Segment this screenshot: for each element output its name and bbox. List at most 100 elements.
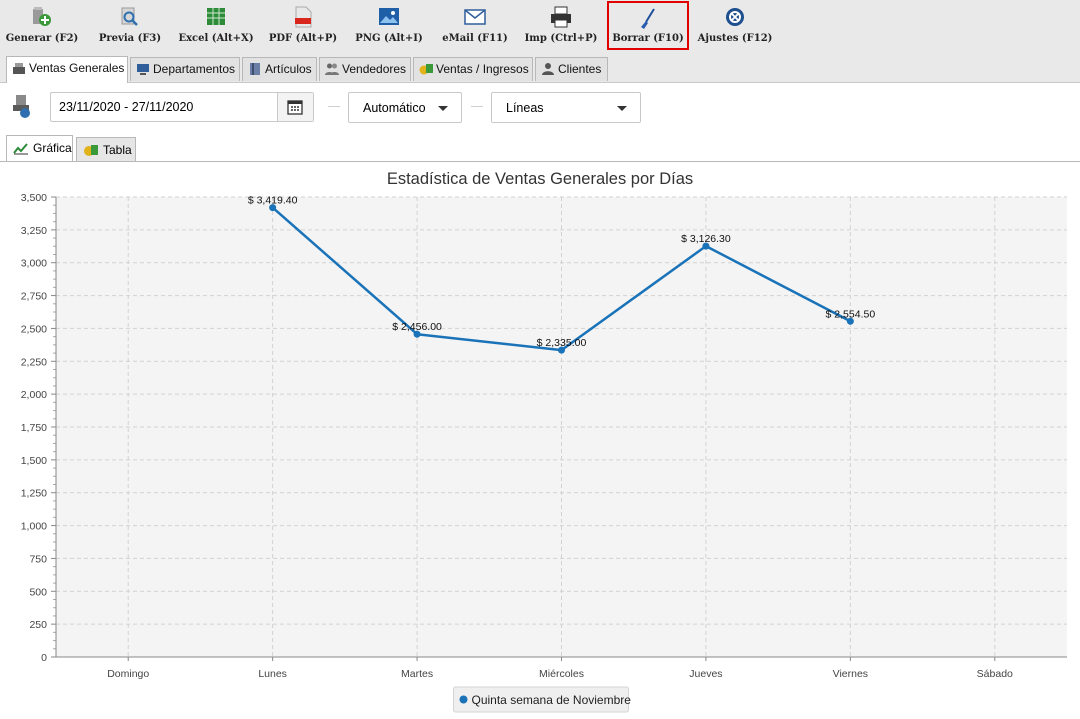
pdf-label: PDF (Alt+P) — [268, 33, 338, 44]
monitor-icon — [137, 64, 149, 75]
y-tick-label: 1,000 — [21, 521, 47, 533]
data-point — [558, 346, 565, 354]
email-button[interactable]: eMail (F11) — [437, 0, 513, 50]
table-icon — [84, 145, 98, 156]
data-label: $ 3,419.40 — [248, 195, 298, 207]
cash-register-icon — [13, 63, 25, 74]
mode-select[interactable]: Automático — [348, 92, 462, 123]
date-range-value: 23/11/2020 - 27/11/2020 — [59, 100, 194, 114]
y-tick-label: 3,500 — [21, 192, 47, 204]
date-range-field[interactable]: 23/11/2020 - 27/11/2020 — [50, 92, 314, 122]
person-icon — [542, 63, 554, 75]
tab-vendedores[interactable]: Vendedores — [319, 57, 411, 81]
previa-label: Previa (F3) — [98, 33, 162, 44]
book-icon — [250, 63, 260, 75]
y-tick-label: 1,750 — [21, 422, 47, 434]
y-tick-label: 2,250 — [21, 356, 47, 368]
money-icon — [419, 64, 433, 75]
calendar-button[interactable] — [277, 93, 313, 121]
y-tick-label: 1,500 — [21, 455, 47, 467]
data-point — [413, 330, 421, 338]
legend-label: Quinta semana de Noviembre — [472, 693, 632, 707]
x-tick-label: Martes — [401, 668, 433, 680]
x-tick-label: Jueves — [689, 668, 722, 680]
gear-icon — [726, 8, 744, 26]
tab-label: Ventas / Ingresos — [436, 62, 529, 76]
sales-chart: Estadística de Ventas Generales por Días… — [0, 162, 1080, 718]
x-tick-label: Domingo — [107, 668, 149, 680]
tab-label: Ventas Generales — [29, 61, 125, 75]
email-label: eMail (F11) — [442, 33, 508, 44]
tab-clientes[interactable]: Clientes — [535, 57, 608, 81]
tab-departamentos[interactable]: Departamentos — [130, 57, 240, 81]
x-tick-label: Viernes — [833, 668, 868, 680]
subtab-label: Tabla — [103, 143, 132, 157]
content-divider — [0, 161, 1080, 162]
chevron-down-icon — [438, 106, 448, 111]
tab-grafica[interactable]: Gráfica — [6, 135, 73, 162]
y-tick-label: 0 — [41, 652, 47, 664]
imp-label: Imp (Ctrl+P) — [524, 33, 598, 44]
x-tick-label: Lunes — [258, 668, 287, 680]
image-icon — [379, 8, 399, 25]
chart-style-value: Líneas — [506, 101, 544, 115]
preview-icon — [121, 7, 138, 26]
y-tick-label: 3,000 — [21, 258, 47, 270]
data-label: $ 2,335.00 — [537, 337, 587, 349]
imp-button[interactable]: Imp (Ctrl+P) — [523, 0, 599, 50]
calendar-icon — [287, 100, 303, 115]
generar-button[interactable]: Generar (F2) — [4, 0, 80, 50]
y-tick-label: 3,250 — [21, 225, 47, 237]
tab-label: Vendedores — [342, 62, 407, 76]
toolbar: Generar (F2) Previa (F3) Excel (Alt+X) P… — [0, 0, 1080, 53]
tab-tabla[interactable]: Tabla — [76, 137, 136, 161]
mode-value: Automático — [363, 101, 426, 115]
tab-ventas-ingresos[interactable]: Ventas / Ingresos — [413, 57, 533, 81]
generate-icon — [33, 7, 51, 26]
data-label: $ 3,126.30 — [681, 233, 731, 245]
data-point — [269, 204, 277, 212]
data-label: $ 2,554.50 — [826, 308, 876, 320]
x-tick-label: Miércoles — [539, 668, 584, 680]
png-label: PNG (Alt+I) — [355, 33, 423, 44]
separator — [471, 106, 483, 107]
legend-marker — [459, 695, 468, 704]
pdf-button[interactable]: PDF (Alt+P) — [265, 0, 341, 50]
tab-ventas-generales[interactable]: Ventas Generales — [6, 56, 128, 83]
tab-label: Clientes — [558, 62, 602, 76]
data-label: $ 2,456.00 — [392, 321, 442, 333]
excel-icon — [207, 8, 225, 25]
tab-label: Departamentos — [153, 62, 236, 76]
y-tick-label: 2,000 — [21, 389, 47, 401]
tab-label: Artículos — [265, 62, 312, 76]
people-icon — [325, 63, 339, 75]
chevron-down-icon — [617, 106, 627, 111]
png-button[interactable]: PNG (Alt+I) — [351, 0, 427, 50]
chart-style-select[interactable]: Líneas — [491, 92, 641, 123]
chart-title: Estadística de Ventas Generales por Días — [387, 170, 693, 188]
y-tick-label: 1,250 — [21, 488, 47, 500]
generar-label: Generar (F2) — [5, 33, 79, 44]
plot-area: 0 250 500 750 1,000 1,250 1,500 1,750 2,000 2,250… — [21, 192, 1067, 680]
y-tick-label: 250 — [29, 619, 47, 631]
pdf-icon — [295, 6, 312, 28]
separator — [328, 106, 340, 107]
x-tick-label: Sábado — [977, 668, 1013, 680]
ajustes-label: Ajustes (F12) — [697, 33, 773, 44]
legend-box — [453, 686, 629, 713]
report-filter-icon — [13, 95, 30, 118]
ajustes-button[interactable]: Ajustes (F12) — [696, 0, 774, 50]
previa-button[interactable]: Previa (F3) — [92, 0, 168, 50]
data-point — [846, 317, 854, 325]
printer-icon — [551, 6, 571, 28]
borrar-button[interactable]: Borrar (F10) — [607, 1, 689, 50]
line-chart-icon — [13, 143, 28, 155]
subtab-label: Gráfica — [33, 141, 72, 155]
tab-articulos[interactable]: Artículos — [242, 57, 317, 81]
excel-button[interactable]: Excel (Alt+X) — [178, 0, 254, 50]
data-point — [702, 242, 710, 250]
y-tick-label: 500 — [29, 586, 47, 598]
y-tick-label: 750 — [29, 553, 47, 565]
envelope-icon — [464, 9, 486, 25]
y-tick-label: 2,500 — [21, 323, 47, 335]
